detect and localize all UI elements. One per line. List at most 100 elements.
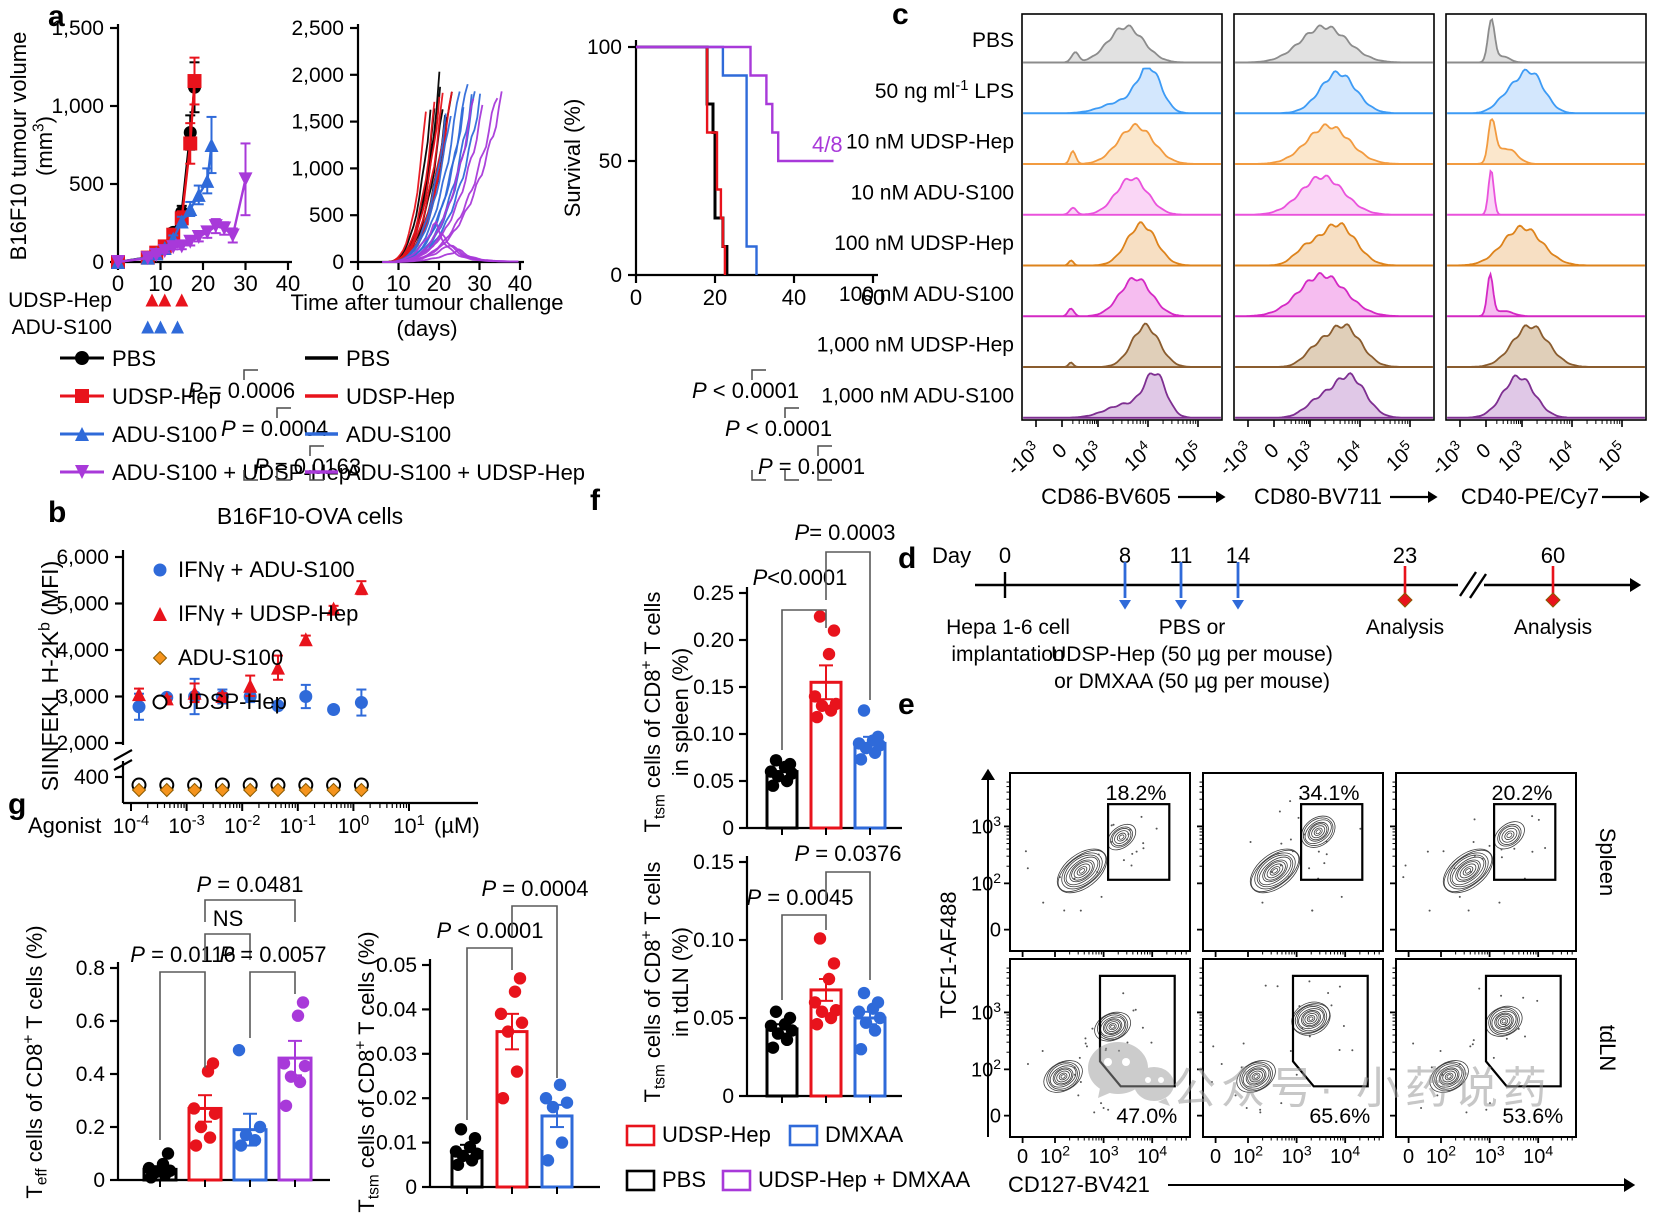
svg-text:10-4: 10-4 xyxy=(113,813,149,838)
svg-text:Agonist: Agonist xyxy=(28,813,101,838)
svg-text:UDSP-Hep: UDSP-Hep xyxy=(662,1122,771,1147)
svg-text:-103: -103 xyxy=(1425,437,1470,481)
e-plot-tdLN-UDSP-Hep: 65.6% 0 102 103 104 xyxy=(1197,958,1384,1168)
svg-text:0.15: 0.15 xyxy=(693,851,734,874)
svg-text:B16F10 tumour volume: B16F10 tumour volume xyxy=(6,32,31,261)
svg-text:CD40-PE/Cy7: CD40-PE/Cy7 xyxy=(1461,484,1599,509)
svg-text:PBS: PBS xyxy=(662,1167,706,1192)
svg-text:18.2%: 18.2% xyxy=(1106,781,1167,805)
svg-text:8: 8 xyxy=(1119,543,1131,568)
svg-text:10-3: 10-3 xyxy=(168,813,204,838)
svg-text:P = 0.0006: P = 0.0006 xyxy=(188,378,295,403)
svg-text:0.8: 0.8 xyxy=(76,957,105,980)
svg-text:Analysis: Analysis xyxy=(1366,616,1444,639)
a-individual-xaxis-label: Time after tumour challenge (days) xyxy=(290,290,564,342)
svg-text:-103: -103 xyxy=(1001,437,1046,481)
a-legend-right: PBS UDSP-Hep ADU-S100 ADU-S100 + UDSP-Hep P … xyxy=(305,346,865,485)
svg-text:Day: Day xyxy=(932,543,971,568)
svg-text:100 nM ADU-S100: 100 nM ADU-S100 xyxy=(839,283,1014,306)
svg-text:0: 0 xyxy=(990,1106,1001,1128)
svg-text:2,500: 2,500 xyxy=(291,17,344,40)
svg-text:Analysis: Analysis xyxy=(1514,616,1592,639)
svg-text:103: 103 xyxy=(1280,437,1320,476)
svg-text:0: 0 xyxy=(1403,1146,1414,1168)
svg-text:ADU-S100: ADU-S100 xyxy=(178,645,283,670)
svg-text:60: 60 xyxy=(1541,543,1565,568)
svg-text:0.2: 0.2 xyxy=(76,1116,105,1139)
watermark-icon xyxy=(1088,1042,1174,1106)
svg-text:103: 103 xyxy=(1492,437,1532,476)
svg-text:0.04: 0.04 xyxy=(376,998,417,1021)
e-flow-plots: Spleen tdLN TCF1-AF488 CD127-BV421 xyxy=(936,768,1636,1197)
svg-text:104: 104 xyxy=(1330,437,1370,476)
svg-text:102: 102 xyxy=(971,1056,1001,1082)
svg-text:IFNγ + UDSP-Hep: IFNγ + UDSP-Hep xyxy=(178,601,358,626)
svg-text:PBS: PBS xyxy=(346,346,390,371)
svg-text:PBS: PBS xyxy=(972,29,1014,52)
svg-text:30: 30 xyxy=(467,271,491,296)
svg-text:PBS: PBS xyxy=(112,346,156,371)
svg-text:0.03: 0.03 xyxy=(376,1043,417,1066)
svg-text:400: 400 xyxy=(74,766,109,789)
svg-text:102: 102 xyxy=(971,870,1001,896)
svg-text:50: 50 xyxy=(599,150,622,173)
svg-text:Teff cells of CD8+ T cells (%): Teff cells of CD8+ T cells (%) xyxy=(21,925,51,1198)
watermark-text: 公众号· 小药说药 xyxy=(1172,1064,1552,1113)
svg-text:40: 40 xyxy=(782,285,806,310)
svg-text:11: 11 xyxy=(1170,543,1193,568)
a-survival-chart: 0 50 100 0 20 40 60 Survival (%) 4/8 xyxy=(560,36,885,310)
svg-text:P < 0.0001: P < 0.0001 xyxy=(725,416,832,441)
svg-text:ADU-S100: ADU-S100 xyxy=(12,316,112,339)
svg-text:100: 100 xyxy=(338,813,370,838)
svg-text:2,000: 2,000 xyxy=(56,732,109,755)
svg-text:0.01: 0.01 xyxy=(376,1132,417,1155)
svg-text:0: 0 xyxy=(1210,1146,1221,1168)
svg-text:0: 0 xyxy=(630,285,642,310)
svg-text:CD86-BV605: CD86-BV605 xyxy=(1041,484,1171,509)
svg-text:in tdLN (%): in tdLN (%) xyxy=(668,927,693,1037)
f-tdln-bar-chart: 0 0.05 0.10 0.15 P = 0.0045 P = 0.0376 Ttsm ce… xyxy=(639,841,902,1108)
svg-text:103: 103 xyxy=(1068,437,1108,476)
svg-text:tdLN: tdLN xyxy=(1595,1025,1620,1071)
panel-a-label: a xyxy=(48,0,65,33)
svg-text:P = 0.0045: P = 0.0045 xyxy=(746,885,853,910)
svg-text:20.2%: 20.2% xyxy=(1492,781,1553,805)
svg-text:20: 20 xyxy=(703,285,727,310)
svg-text:Ttsm cells of CD8+ T cells (%): Ttsm cells of CD8+ T cells (%) xyxy=(353,931,383,1212)
svg-text:1,500: 1,500 xyxy=(291,111,344,134)
svg-text:UDSP-Hep + DMXAA: UDSP-Hep + DMXAA xyxy=(758,1167,970,1192)
svg-text:P = 0.0004: P = 0.0004 xyxy=(221,416,328,441)
svg-text:30: 30 xyxy=(233,271,257,296)
svg-text:0.4: 0.4 xyxy=(76,1063,106,1086)
svg-text:P < 0.0001: P < 0.0001 xyxy=(692,378,799,403)
svg-text:(mm3): (mm3) xyxy=(31,116,57,176)
svg-text:0.15: 0.15 xyxy=(693,676,734,699)
panel-c-label: c xyxy=(892,0,909,31)
e-plot-Spleen-DMXAA: 20.2% xyxy=(1390,772,1577,957)
svg-text:0.02: 0.02 xyxy=(376,1087,417,1110)
svg-text:1,000 nM UDSP-Hep: 1,000 nM UDSP-Hep xyxy=(817,334,1014,357)
svg-text:34.1%: 34.1% xyxy=(1299,781,1360,805)
svg-text:104: 104 xyxy=(1523,1142,1553,1168)
svg-text:50 ng ml-1 LPS: 50 ng ml-1 LPS xyxy=(875,78,1014,103)
e-plot-tdLN-DMXAA: 53.6% 0 102 103 104 xyxy=(1390,958,1577,1168)
svg-text:104: 104 xyxy=(1137,1142,1167,1168)
svg-text:65.6%: 65.6% xyxy=(1309,1104,1370,1128)
svg-text:102: 102 xyxy=(1233,1142,1263,1168)
svg-text:53.6%: 53.6% xyxy=(1502,1104,1563,1128)
svg-text:0: 0 xyxy=(405,1176,417,1199)
svg-text:1,000: 1,000 xyxy=(51,95,104,118)
svg-text:1,000: 1,000 xyxy=(291,157,344,180)
svg-text:103: 103 xyxy=(1282,1142,1312,1168)
svg-text:0: 0 xyxy=(112,271,124,296)
svg-text:Spleen: Spleen xyxy=(1595,828,1620,897)
svg-text:IFNγ + ADU-S100: IFNγ + ADU-S100 xyxy=(178,557,355,582)
svg-text:PBS or: PBS or xyxy=(1159,616,1226,639)
svg-text:P<0.0001: P<0.0001 xyxy=(753,565,848,590)
svg-text:P = 0.0163: P = 0.0163 xyxy=(254,454,361,479)
svg-text:0: 0 xyxy=(332,251,344,274)
c-histogram-grid: PBS 50 ng ml-1 LPS 10 nM UDSP-Hep 10 nM ADU… xyxy=(817,13,1650,509)
e-plot-Spleen-PBS: 18.2% 0 102 103 xyxy=(971,772,1191,957)
b-title: B16F10-OVA cells xyxy=(216,503,404,529)
